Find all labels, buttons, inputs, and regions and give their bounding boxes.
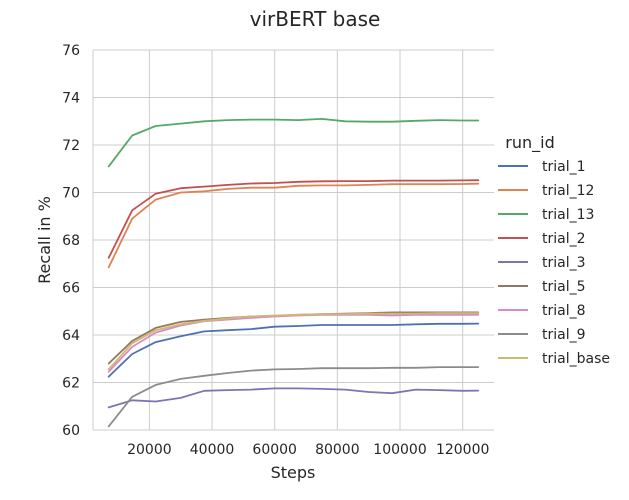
legend-label: trial_12	[542, 183, 594, 199]
series-line-trial-3	[107, 387, 480, 409]
legend-label: trial_8	[542, 303, 586, 319]
y-tick-label: 68	[62, 233, 80, 249]
x-tick-label: 20000	[127, 442, 172, 458]
legend: run_id trial_1trial_12trial_13trial_2tri…	[498, 133, 610, 367]
legend-item: trial_9	[498, 327, 586, 343]
legend-label: trial_base	[542, 351, 610, 367]
x-tick-label: 60000	[252, 442, 297, 458]
series-line-trial-2	[107, 179, 480, 259]
y-tick-label: 66	[62, 281, 80, 297]
y-axis-label: Recall in %	[35, 196, 54, 284]
legend-item: trial_base	[498, 351, 610, 367]
x-tick-label: 40000	[190, 442, 235, 458]
x-axis-ticks: 20000 40000 60000 80000 100000 120000	[127, 442, 489, 458]
y-tick-label: 74	[62, 91, 80, 107]
legend-label: trial_9	[542, 327, 586, 343]
legend-item: trial_3	[498, 255, 586, 271]
legend-label: trial_1	[542, 159, 586, 175]
legend-item: trial_8	[498, 303, 586, 319]
legend-item: trial_13	[498, 207, 594, 223]
series-line-trial-1	[107, 322, 480, 378]
x-axis-label: Steps	[271, 463, 316, 482]
y-tick-label: 72	[62, 138, 80, 154]
y-tick-label: 64	[62, 328, 80, 344]
y-tick-label: 60	[62, 423, 80, 439]
legend-label: trial_2	[542, 231, 586, 247]
series-line-trial-13	[107, 118, 480, 168]
legend-label: trial_13	[542, 207, 594, 223]
legend-item: trial_5	[498, 279, 586, 295]
series-layer	[107, 118, 480, 428]
legend-item: trial_12	[498, 183, 594, 199]
x-tick-label: 80000	[315, 442, 360, 458]
legend-item: trial_2	[498, 231, 586, 247]
legend-items: trial_1 trial_12 trial_13 trial_2 trial_3tri…	[498, 159, 610, 367]
legend-title: run_id	[505, 133, 554, 153]
x-tick-label: 100000	[373, 442, 426, 458]
y-tick-label: 76	[62, 43, 80, 59]
y-tick-label: 70	[62, 186, 80, 202]
legend-item: trial_1	[498, 159, 586, 175]
y-axis-ticks: 60 62 64 66 68 70 72 74 76	[62, 43, 80, 439]
grid-layer	[92, 49, 494, 431]
series-line-trial-base	[107, 312, 480, 371]
chart-title: virBERT base	[250, 7, 381, 31]
series-line-trial-12	[107, 182, 480, 269]
legend-label: trial_3	[542, 255, 586, 271]
x-tick-label: 120000	[436, 442, 489, 458]
legend-label: trial_5	[542, 279, 586, 295]
series-line-trial-9	[107, 366, 480, 428]
series-line-trial-5	[107, 311, 480, 365]
y-tick-label: 62	[62, 376, 80, 392]
